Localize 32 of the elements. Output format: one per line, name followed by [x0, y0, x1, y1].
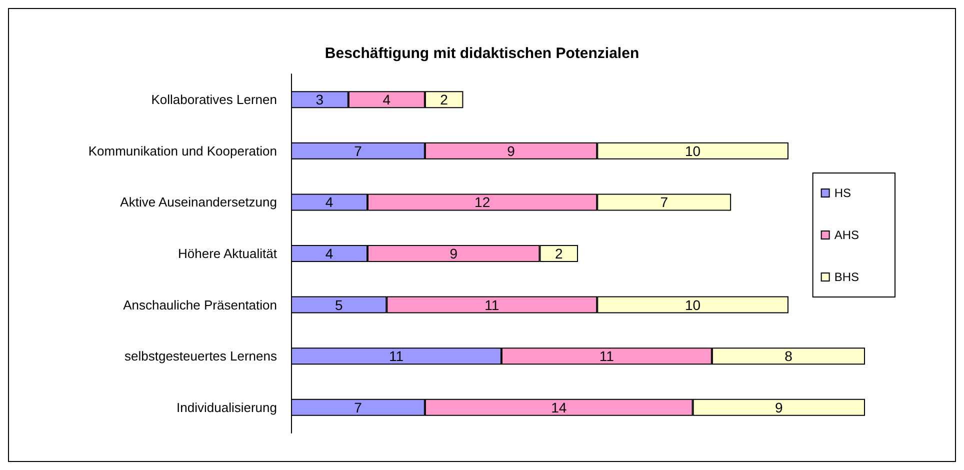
data-label: 2 — [554, 246, 563, 262]
y-tick-label: Kollaboratives Lernen — [151, 92, 277, 108]
y-tick-label: selbstgesteuertes Lernens — [124, 348, 278, 364]
y-tick-label: Anschauliche Präsentation — [123, 297, 277, 312]
legend-label: AHS — [834, 228, 860, 242]
legend-label: BHS — [834, 270, 860, 284]
data-label: 12 — [474, 194, 490, 210]
data-label: 7 — [660, 194, 668, 210]
data-label: 8 — [784, 348, 793, 364]
legend-label: HS — [834, 186, 851, 200]
data-label: 9 — [507, 142, 516, 159]
data-label: 10 — [685, 296, 701, 313]
y-tick-label: Aktive Auseinandersetzung — [120, 194, 277, 210]
chart-title: Beschäftigung mit didaktischen Potenzialen — [324, 45, 640, 62]
data-label: 11 — [388, 348, 404, 364]
data-label: 11 — [484, 296, 500, 313]
y-tick-label: Höhere Aktualität — [178, 246, 278, 261]
y-tick-label: Kommunikation und Kooperation — [88, 143, 277, 158]
data-label: 4 — [325, 194, 334, 210]
y-tick-label: Individualisierung — [176, 400, 277, 415]
data-label: 7 — [354, 142, 362, 159]
data-label: 5 — [334, 296, 343, 313]
data-label: 9 — [450, 246, 458, 262]
data-label: 10 — [685, 142, 701, 159]
data-label: 9 — [775, 399, 783, 416]
data-label: 4 — [382, 92, 391, 108]
data-label: 14 — [551, 399, 567, 416]
data-label: 2 — [440, 92, 448, 108]
data-label: 7 — [354, 399, 362, 416]
data-label: 11 — [599, 348, 614, 364]
data-label: 4 — [325, 246, 334, 262]
data-label: 3 — [316, 92, 324, 108]
